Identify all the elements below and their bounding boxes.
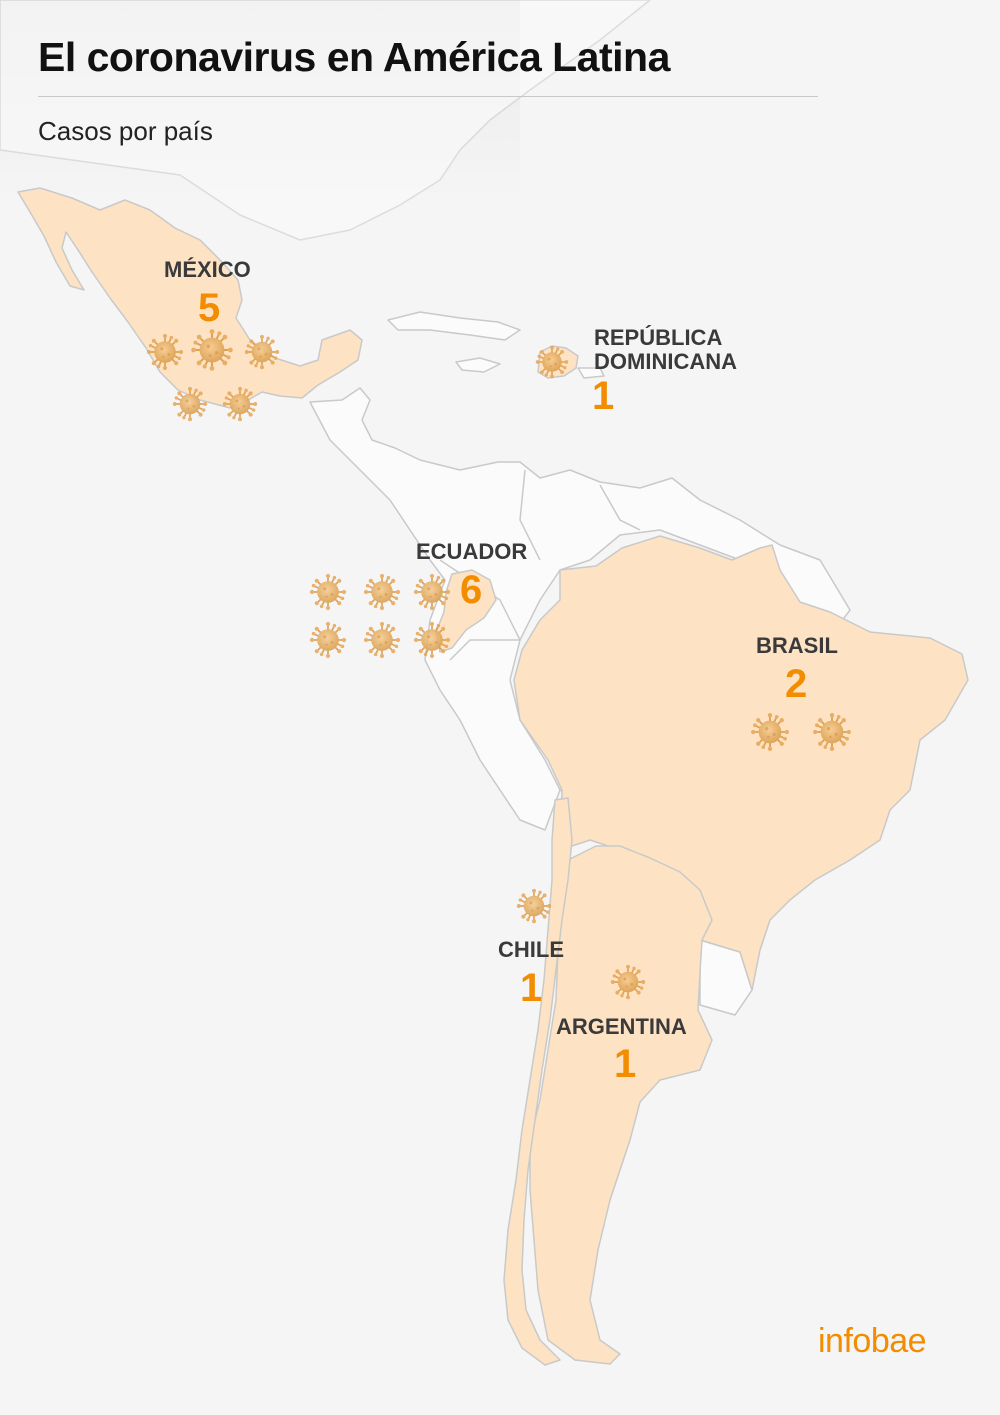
brazil-shape	[513, 535, 969, 991]
coronavirus-icon	[750, 712, 790, 752]
coronavirus-icon	[812, 712, 852, 752]
coronavirus-icon	[363, 621, 401, 659]
coronavirus-icon	[221, 385, 259, 423]
coronavirus-icon	[413, 621, 451, 659]
coronavirus-icon	[146, 333, 184, 371]
coronavirus-icon	[515, 887, 553, 925]
chile-shape	[503, 797, 573, 1366]
coronavirus-icon	[190, 328, 234, 372]
case-count-dominican-republic: 1	[592, 374, 615, 418]
coronavirus-icon	[243, 333, 281, 371]
coronavirus-icon	[309, 573, 347, 611]
case-count-mexico: 5	[198, 286, 221, 330]
country-label-mexico: MÉXICO	[164, 257, 251, 282]
coronavirus-icon	[534, 344, 570, 380]
case-count-brazil: 2	[785, 662, 808, 706]
title-divider	[38, 96, 818, 97]
case-count-argentina: 1	[614, 1042, 637, 1086]
coronavirus-icon	[171, 385, 209, 423]
country-label-ecuador: ECUADOR	[416, 539, 528, 564]
coronavirus-icon	[363, 573, 401, 611]
ecuador-shape	[435, 569, 497, 653]
case-count-ecuador: 6	[460, 568, 483, 612]
coronavirus-icon	[609, 963, 647, 1001]
country-label-chile: CHILE	[498, 937, 564, 962]
country-label-argentina: ARGENTINA	[556, 1014, 687, 1039]
coronavirus-icon	[413, 573, 451, 611]
coronavirus-icon	[309, 621, 347, 659]
mexico-shape	[17, 187, 363, 409]
country-label-brazil: BRASIL	[756, 633, 838, 658]
case-count-chile: 1	[520, 966, 543, 1010]
infobae-logo: infobae	[818, 1322, 927, 1360]
background-land	[0, 0, 851, 831]
page-title: El coronavirus en América Latina	[38, 34, 670, 80]
country-label-dominican-republic-line1: REPÚBLICA	[594, 325, 723, 350]
country-label-dominican-republic-line2: DOMINICANA	[594, 349, 737, 374]
page-subtitle: Casos por país	[38, 116, 213, 146]
